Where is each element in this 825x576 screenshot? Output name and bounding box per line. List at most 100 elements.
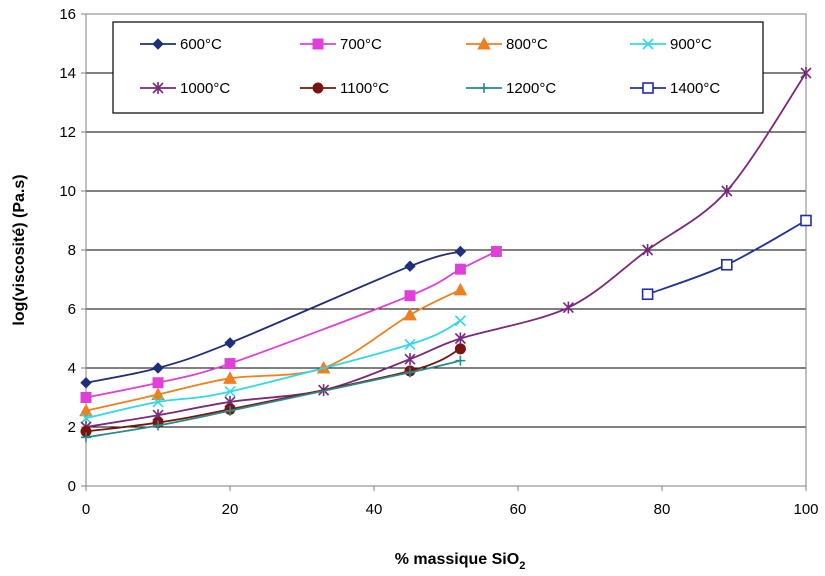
data-point — [80, 377, 92, 389]
legend-entry-1200c: 1200°C — [466, 80, 556, 97]
legend-label: 1400°C — [670, 80, 720, 97]
x-tick-label: 0 — [82, 501, 90, 518]
data-point — [224, 337, 236, 349]
series-600c — [80, 245, 467, 389]
legend-label: 1200°C — [506, 80, 556, 97]
data-point — [800, 67, 812, 79]
data-point — [405, 367, 415, 378]
series-lines — [79, 67, 812, 443]
data-point — [642, 244, 654, 256]
legend-entry-800c: 800°C — [466, 36, 548, 53]
legend-marker — [477, 36, 491, 50]
series-line — [647, 219, 807, 296]
legend-label: 800°C — [506, 36, 548, 53]
y-tick-labels: 0 2 4 6 8 10 12 14 16 — [59, 6, 76, 495]
data-point — [641, 288, 654, 301]
y-tick-label: 14 — [59, 65, 76, 82]
legend-label: 1100°C — [340, 80, 389, 97]
legend-marker — [479, 83, 489, 93]
series-line — [85, 348, 461, 433]
y-tick-label: 2 — [68, 419, 76, 436]
x-tick-label: 60 — [510, 501, 527, 518]
series-line — [85, 359, 461, 439]
legend-marker — [152, 82, 164, 94]
data-point — [153, 420, 163, 431]
data-point — [152, 362, 164, 374]
y-tick-label: 4 — [68, 360, 76, 377]
data-point — [454, 315, 466, 327]
series-900c — [80, 315, 466, 424]
data-point — [404, 338, 416, 350]
series-line — [85, 72, 807, 428]
legend-marker — [312, 38, 324, 50]
data-point — [80, 392, 92, 403]
data-point — [404, 353, 416, 366]
legend-entry-700c: 700°C — [300, 36, 382, 53]
data-point — [562, 301, 574, 314]
x-axis-title-main: % massique SiO — [395, 551, 520, 568]
series-1100c — [80, 343, 466, 437]
data-point — [800, 214, 812, 227]
x-axis-title-subscript: 2 — [519, 560, 525, 572]
data-point — [454, 263, 466, 275]
legend: 600°C 700°C 800°C 900°C 1000°C 1100°C 1200°C 14… — [112, 21, 764, 114]
data-point — [79, 403, 93, 417]
series-line — [85, 289, 461, 412]
series-line — [85, 250, 497, 399]
legend-entry-900c: 900°C — [630, 36, 712, 53]
legend-marker — [642, 82, 654, 94]
legend-marker — [642, 38, 654, 50]
data-point — [80, 412, 92, 424]
x-tick-label: 80 — [654, 501, 671, 518]
legend-marker — [312, 82, 324, 94]
legend-label: 600°C — [180, 36, 222, 53]
legend-entry-600c: 600°C — [140, 36, 222, 53]
axes — [81, 13, 807, 491]
data-point — [223, 371, 237, 384]
series-1200c — [81, 355, 466, 443]
data-point — [403, 307, 417, 321]
series-800c — [79, 282, 468, 417]
legend-entry-1400c: 1400°C — [630, 80, 720, 97]
y-tick-label: 12 — [59, 124, 76, 141]
data-point — [404, 260, 416, 272]
x-tick-labels: 0 20 40 60 80 100 — [82, 501, 819, 518]
series-line — [85, 319, 461, 420]
y-tick-label: 0 — [68, 478, 76, 495]
data-point — [454, 343, 466, 355]
series-line — [85, 250, 461, 384]
y-tick-label: 16 — [59, 6, 76, 23]
legend-label: 1000°C — [180, 80, 230, 97]
y-axis-title: log(viscosité) (Pa.s) — [11, 174, 28, 325]
legend-label: 900°C — [670, 36, 712, 53]
series-700c — [80, 245, 502, 403]
data-point — [454, 332, 466, 345]
x-tick-label: 100 — [793, 501, 818, 518]
legend-entry-1000c: 1000°C — [140, 80, 230, 97]
data-point — [151, 387, 165, 401]
legend-label: 700°C — [340, 36, 382, 53]
data-point — [224, 386, 236, 398]
data-point — [224, 358, 236, 370]
legend-marker — [152, 38, 164, 50]
data-point — [720, 258, 733, 271]
data-point — [721, 185, 733, 197]
y-tick-label: 10 — [59, 183, 76, 200]
legend-box — [112, 21, 764, 114]
data-point — [152, 377, 164, 389]
data-point — [81, 432, 91, 443]
x-tick-label: 40 — [366, 501, 383, 518]
series-1400c — [641, 214, 812, 301]
x-axis-title: % massique SiO2 — [395, 551, 526, 572]
x-tick-label: 20 — [222, 501, 239, 518]
data-point — [455, 355, 466, 366]
y-tick-label: 6 — [68, 301, 76, 318]
data-point — [152, 396, 164, 408]
data-point — [454, 245, 467, 258]
data-point — [404, 290, 416, 302]
y-tick-label: 8 — [68, 242, 76, 259]
legend-entry-1100c: 1100°C — [300, 80, 389, 97]
data-point — [453, 282, 468, 296]
data-point — [490, 245, 502, 257]
